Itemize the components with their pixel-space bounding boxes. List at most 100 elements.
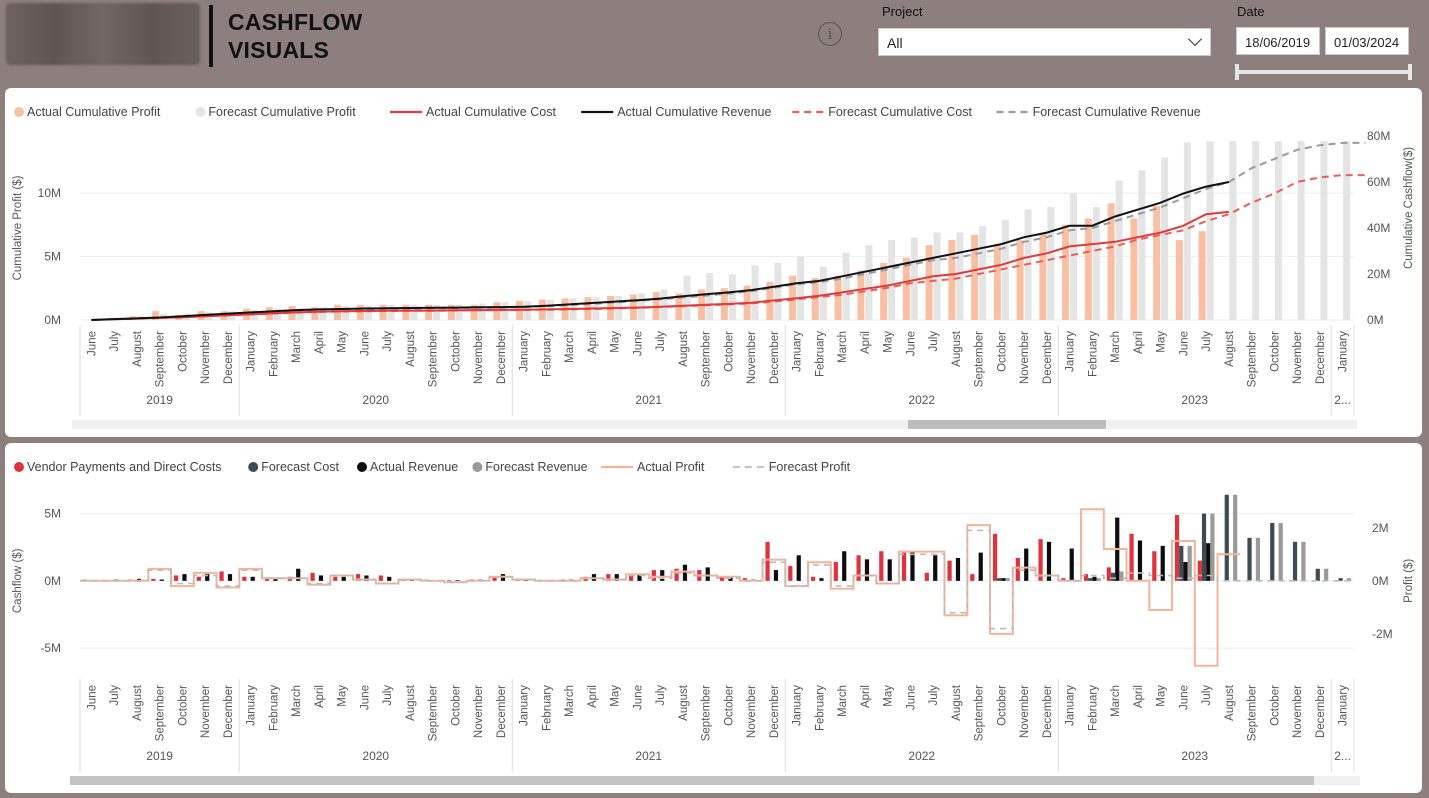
vendor-payment-bar bbox=[1038, 539, 1043, 581]
actual-cumulative-profit-bar bbox=[447, 304, 455, 320]
x-tick-label: November bbox=[1292, 331, 1304, 384]
actual-revenue-bar bbox=[864, 559, 870, 581]
vendor-payment-bar bbox=[1152, 551, 1157, 581]
forecast-cumulative-profit-bar bbox=[1252, 141, 1260, 320]
x-tick-label: December bbox=[223, 331, 235, 384]
x-tick-label: July bbox=[1201, 685, 1213, 706]
x-tick-label: October bbox=[996, 331, 1008, 372]
x-tick-label: July bbox=[382, 331, 394, 352]
x-tick-label: May bbox=[610, 685, 622, 707]
vendor-payment-bar bbox=[970, 574, 975, 581]
date-end-input[interactable]: 01/03/2024 bbox=[1325, 27, 1409, 55]
forecast-revenue-bar bbox=[1096, 578, 1101, 581]
date-slider-end-handle[interactable] bbox=[1408, 64, 1412, 80]
x-tick-label: August bbox=[132, 330, 144, 367]
legend-label: Forecast Cost bbox=[261, 460, 339, 474]
date-slider-start-handle[interactable] bbox=[1235, 64, 1239, 80]
x-tick-label: October bbox=[723, 331, 735, 372]
forecast-cumulative-profit-bar bbox=[455, 304, 463, 320]
forecast-cost-bar bbox=[1179, 545, 1184, 581]
actual-cumulative-revenue-line bbox=[91, 181, 1230, 321]
vendor-payment-bar bbox=[810, 576, 816, 581]
x-tick-label: August bbox=[951, 684, 963, 721]
vendor-payment-bar bbox=[1174, 514, 1180, 581]
x-tick-label: June bbox=[905, 331, 917, 356]
vendor-payment-bar bbox=[924, 572, 929, 581]
y-tick-label: 5M bbox=[44, 507, 61, 521]
actual-cumulative-profit-bar bbox=[971, 234, 979, 320]
vendor-payment-bar bbox=[719, 576, 725, 581]
legend-item-forecast-revenue: Forecast Revenue bbox=[472, 460, 588, 474]
legend-label: Actual Cumulative Revenue bbox=[617, 105, 771, 119]
legend-item-vendor-payments-and-direct-costs: Vendor Payments and Direct Costs bbox=[14, 460, 222, 474]
x-tick-label: December bbox=[1042, 331, 1054, 384]
actual-revenue-bar bbox=[341, 576, 346, 581]
forecast-cumulative-profit-bar bbox=[910, 237, 918, 320]
actual-revenue-bar bbox=[1183, 562, 1188, 581]
forecast-cumulative-profit-bar bbox=[1320, 141, 1328, 320]
year-label: 2023 bbox=[1181, 393, 1208, 407]
actual-revenue-bar bbox=[1024, 548, 1029, 581]
x-tick-label: October bbox=[996, 685, 1008, 726]
year-label: 2022 bbox=[908, 749, 935, 763]
forecast-cumulative-profit-bar bbox=[1138, 170, 1146, 320]
x-tick-label: October bbox=[450, 685, 462, 726]
x-tick-label: February bbox=[268, 331, 280, 377]
x-tick-label: July bbox=[928, 685, 940, 706]
x-tick-label: June bbox=[1178, 331, 1190, 356]
legend-label: Forecast Cumulative Cost bbox=[828, 105, 972, 119]
x-tick-label: April bbox=[860, 331, 872, 354]
actual-revenue-bar bbox=[682, 564, 688, 581]
vendor-payment-bar bbox=[765, 541, 770, 581]
actual-revenue-bar bbox=[455, 580, 460, 581]
vendor-payment-bar bbox=[856, 555, 861, 581]
x-tick-label: July bbox=[655, 685, 667, 706]
y-tick-label: 0M bbox=[44, 574, 61, 588]
forecast-cumulative-profit-bar bbox=[1092, 207, 1100, 320]
x-tick-label: August bbox=[405, 330, 417, 367]
forecast-cost-bar bbox=[1270, 523, 1275, 581]
legend-label: Forecast Cumulative Profit bbox=[208, 105, 356, 119]
legend-item-forecast-cost: Forecast Cost bbox=[248, 460, 340, 474]
x-tick-label: March bbox=[1110, 685, 1122, 717]
title-divider bbox=[209, 5, 213, 67]
legend-item-actual-revenue: Actual Revenue bbox=[357, 460, 458, 474]
actual-revenue-bar bbox=[705, 567, 710, 581]
actual-revenue-bar bbox=[614, 574, 619, 581]
x-tick-label: September bbox=[701, 685, 713, 741]
date-start-input[interactable]: 18/06/2019 bbox=[1236, 27, 1320, 55]
scrollbar-track bbox=[72, 420, 1357, 429]
actual-revenue-bar bbox=[1160, 545, 1165, 581]
vendor-payment-bar bbox=[1197, 560, 1202, 581]
forecast-revenue-bar bbox=[1346, 578, 1352, 581]
actual-cumulative-profit-bar bbox=[152, 311, 160, 320]
year-label: 2... bbox=[1334, 393, 1351, 407]
vendor-payment-bar bbox=[219, 571, 224, 581]
vendor-payment-bar bbox=[651, 570, 656, 581]
vendor-payment-bar bbox=[1083, 574, 1089, 581]
date-slider-track[interactable] bbox=[1237, 70, 1412, 74]
forecast-cost-bar bbox=[1292, 541, 1298, 581]
actual-cumulative-profit-bar bbox=[925, 245, 933, 320]
actual-revenue-bar bbox=[364, 575, 369, 581]
x-tick-label: October bbox=[177, 685, 189, 726]
x-tick-label: September bbox=[701, 331, 713, 387]
actual-revenue-bar bbox=[1069, 548, 1074, 581]
info-icon[interactable]: i bbox=[818, 22, 842, 46]
legend-label: Actual Revenue bbox=[370, 460, 458, 474]
x-tick-label: August bbox=[405, 684, 417, 721]
scrollbar-thumb bbox=[908, 420, 1106, 429]
vendor-payment-bar bbox=[378, 575, 383, 581]
x-tick-label: October bbox=[1269, 331, 1281, 372]
legend-label: Forecast Revenue bbox=[485, 460, 587, 474]
project-dropdown[interactable]: All bbox=[878, 28, 1211, 56]
x-tick-label: March bbox=[291, 685, 303, 717]
actual-revenue-bar bbox=[159, 579, 164, 581]
x-tick-label: April bbox=[587, 331, 599, 354]
actual-revenue-bar bbox=[1001, 578, 1006, 581]
actual-revenue-bar bbox=[1137, 540, 1143, 581]
vendor-payment-bar bbox=[628, 575, 634, 581]
y2-axis-title: Profit ($) bbox=[1403, 559, 1415, 603]
forecast-cumulative-profit-bar bbox=[774, 262, 782, 320]
forecast-cost-bar bbox=[997, 578, 1002, 581]
